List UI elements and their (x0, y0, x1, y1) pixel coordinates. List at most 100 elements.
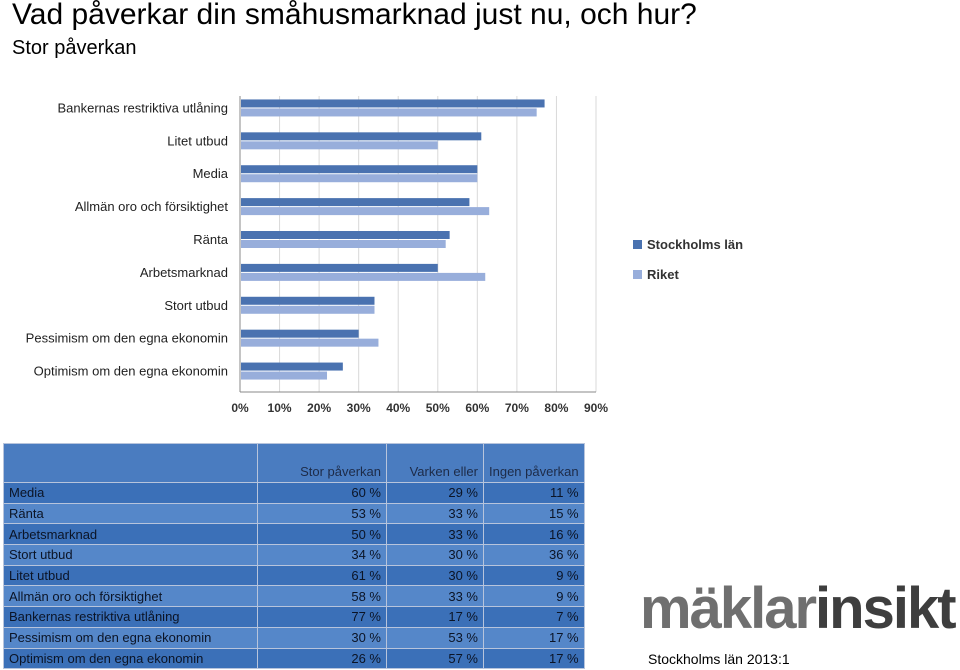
legend-label-stockholm: Stockholms län (647, 236, 744, 252)
x-tick-label: 50% (426, 401, 450, 415)
table-row: Allmän oro och försiktighet 58 % 33 % 9 % (3, 585, 585, 608)
table-row-label: Arbetsmarknad (3, 523, 258, 546)
table-cell: 53 % (257, 502, 387, 525)
table-cell: 58 % (257, 585, 387, 608)
table-row: Media 60 % 29 % 11 % (3, 482, 585, 504)
table-row-label: Allmän oro och försiktighet (3, 585, 258, 608)
table-cell: 30 % (386, 564, 484, 587)
category-label: Arbetsmarknad (140, 265, 228, 280)
footer-note: Stockholms län 2013:1 (648, 651, 790, 667)
x-tick-label: 30% (347, 401, 371, 415)
bar-riket (241, 240, 446, 248)
x-tick-label: 70% (505, 401, 529, 415)
x-tick-label: 40% (386, 401, 410, 415)
x-tick-label: 90% (584, 401, 608, 415)
bar-riket (241, 108, 537, 117)
table-cell: 50 % (257, 523, 387, 546)
table-cell: 29 % (386, 482, 484, 504)
table-row-label: Bankernas restriktiva utlåning (3, 606, 258, 628)
table-cell: 34 % (257, 544, 387, 566)
legend-swatch-stockholm (633, 239, 642, 249)
legend-item-riket: Riket (633, 259, 743, 289)
table-cell: 26 % (257, 647, 387, 670)
table-cell: 15 % (483, 502, 585, 525)
category-label: Litet utbud (167, 133, 228, 148)
category-label: Media (193, 166, 229, 181)
table-row-label: Litet utbud (3, 564, 258, 587)
page-title: Vad påverkar din småhusmarknad just nu, … (12, 0, 697, 31)
table-cell: 36 % (483, 544, 585, 566)
table-row-label: Pessimism om den egna ekonomin (3, 626, 258, 649)
bar-riket (241, 338, 379, 347)
table-cell: 33 % (386, 523, 484, 546)
bar-stockholm (241, 132, 482, 141)
table-cell: 77 % (257, 606, 387, 628)
category-label: Pessimism om den egna ekonomin (26, 331, 228, 346)
table-cell: 17 % (386, 606, 484, 628)
x-tick-label: 60% (465, 401, 489, 415)
bar-riket (241, 207, 490, 216)
table-header-ingen: Ingen påverkan (483, 443, 585, 483)
x-tick-label: 20% (307, 401, 331, 415)
bar-chart: 0% 10% 20% 30% 40% 50% 60% 70% 80% 90% Bankernas r… (26, 96, 608, 415)
bar-stockholm (241, 296, 375, 305)
table-row: Bankernas restriktiva utlåning 77 % 17 % 7 … (3, 606, 585, 628)
table-cell: 60 % (257, 482, 387, 504)
bar-stockholm (241, 329, 359, 338)
bar-riket (241, 272, 486, 281)
bar-riket (241, 305, 375, 314)
legend-label-riket: Riket (647, 266, 679, 282)
bar-stockholm (241, 362, 343, 371)
table-cell: 61 % (257, 564, 387, 587)
table-cell: 17 % (483, 647, 585, 670)
bar-stockholm (241, 231, 450, 239)
table-cell: 9 % (483, 585, 585, 608)
table-cell: 7 % (483, 606, 585, 628)
table-row: Optimism om den egna ekonomin 26 % 57 % 17 … (3, 647, 585, 670)
table-cell: 57 % (386, 647, 484, 670)
table-cell: 11 % (483, 482, 585, 504)
bar-stockholm (241, 165, 478, 174)
table-cell: 30 % (386, 544, 484, 566)
category-label: Bankernas restriktiva utlåning (57, 100, 228, 115)
table-header-varken: Varken eller (386, 443, 484, 483)
bar-stockholm (241, 263, 438, 272)
table-row-label: Optimism om den egna ekonomin (3, 647, 258, 670)
chart-legend: Stockholms län Riket (633, 229, 743, 289)
table-row-label: Stort utbud (3, 544, 258, 566)
category-label: Stort utbud (164, 298, 228, 313)
table-cell: 30 % (257, 626, 387, 649)
table-cell: 33 % (386, 502, 484, 525)
table-row-label: Ränta (3, 502, 258, 525)
table-row: Pessimism om den egna ekonomin 30 % 53 % 17… (3, 626, 585, 649)
table-header-stor: Stor påverkan (257, 443, 387, 483)
table-row-label: Media (3, 482, 258, 504)
table-row: Arbetsmarknad 50 % 33 % 16 % (3, 523, 585, 546)
bar-stockholm (241, 198, 470, 207)
category-label: Optimism om den egna ekonomin (34, 364, 228, 379)
bar-riket (241, 141, 438, 150)
legend-item-stockholm: Stockholms län (633, 229, 743, 259)
x-tick-label: 80% (544, 401, 568, 415)
category-label: Allmän oro och försiktighet (75, 199, 229, 214)
logo-part-2: insikt (815, 576, 956, 641)
data-table: Stor påverkan Varken eller Ingen påverka… (3, 443, 585, 670)
page-subtitle: Stor påverkan (12, 37, 137, 59)
category-label: Ränta (193, 232, 228, 247)
table-cell: 17 % (483, 626, 585, 649)
table-cell: 9 % (483, 564, 585, 587)
table-row: Stort utbud 34 % 30 % 36 % (3, 544, 585, 566)
table-header-empty (3, 443, 258, 483)
table-cell: 33 % (386, 585, 484, 608)
bar-riket (241, 174, 478, 183)
bar-stockholm (241, 99, 545, 108)
table-cell: 53 % (386, 626, 484, 649)
logo-part-1: mäklar (640, 576, 817, 641)
x-tick-label: 10% (268, 401, 292, 415)
table-header-row: Stor påverkan Varken eller Ingen påverka… (3, 443, 585, 483)
x-tick-label: 0% (231, 401, 249, 415)
table-cell: 16 % (483, 523, 585, 546)
bar-riket (241, 371, 328, 380)
table-row: Litet utbud 61 % 30 % 9 % (3, 564, 585, 587)
legend-swatch-riket (633, 269, 642, 279)
